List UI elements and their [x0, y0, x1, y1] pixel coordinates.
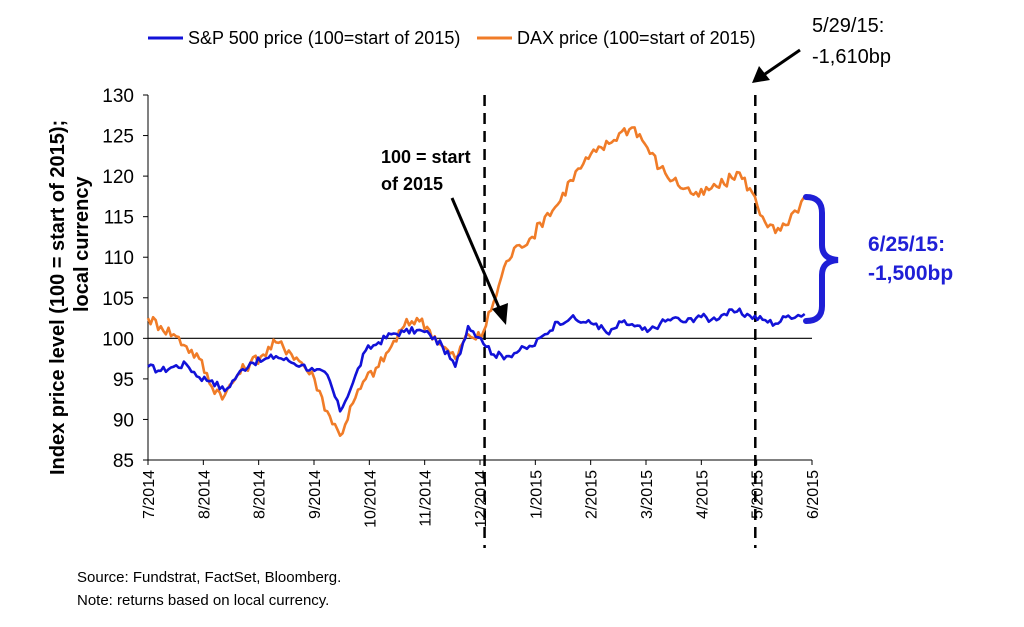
x-tick-label: 8/2014: [196, 470, 213, 519]
y-axis-label-line1: Index price level (100 = start of 2015);: [47, 120, 69, 475]
y-tick-label: 120: [102, 167, 134, 188]
annotation-layer: 100 = start of 2015 5/29/15: -1,610bp 6/…: [381, 15, 953, 325]
x-tick-label: 9/2014: [307, 470, 324, 519]
may-label-line2: -1,610bp: [812, 46, 891, 68]
x-tick-label: 2/2015: [584, 470, 601, 519]
source-note: Source: Fundstrat, FactSet, Bloomberg.: [77, 569, 341, 586]
y-tick-label: 100: [102, 329, 134, 350]
x-tick-label: 10/2014: [362, 470, 379, 528]
y-tick-label: 105: [102, 289, 134, 310]
x-tick-label: 3/2015: [639, 470, 656, 519]
legend-label-dax: DAX price (100=start of 2015): [517, 28, 756, 48]
y-tick-label: 110: [104, 248, 134, 269]
start-2015-label-line1: 100 = start: [381, 147, 471, 167]
y-tick-label: 115: [104, 208, 134, 229]
y-axis-label: Index price level (100 = start of 2015);…: [47, 114, 93, 475]
legend-label-sp500: S&P 500 price (100=start of 2015): [188, 28, 460, 48]
legend: S&P 500 price (100=start of 2015) DAX pr…: [148, 28, 756, 48]
y-tick-label: 85: [113, 451, 134, 472]
y-tick-label: 95: [113, 370, 134, 391]
may-arrow-head: [752, 66, 770, 83]
axes: 85 90 95 100 105 110 115 120 125 130 7/2014 8/2014 8…: [102, 86, 822, 548]
june-label-line1: 6/25/15:: [868, 233, 945, 256]
x-tick-label: 6/2015: [805, 470, 822, 519]
sp500-line: [147, 307, 806, 413]
start-2015-arrow-head: [492, 303, 508, 325]
dax-line: [146, 126, 806, 438]
start-2015-arrow-shaft: [450, 197, 502, 311]
start-2015-label-line2: of 2015: [381, 174, 443, 194]
x-tick-label: 8/2014: [252, 470, 269, 519]
series-layer: [146, 126, 806, 438]
y-tick-label: 130: [102, 86, 134, 107]
x-tick-label: 4/2015: [694, 470, 711, 519]
x-tick-label: 11/2014: [418, 470, 435, 527]
june-brace: [803, 194, 839, 324]
may-arrow-shaft: [764, 48, 801, 76]
currency-note: Note: returns based on local currency.: [77, 592, 329, 609]
y-axis-label-line2: local currency: [71, 175, 93, 312]
x-tick-label: 12/2014: [473, 470, 490, 528]
y-tick-label: 90: [113, 410, 134, 431]
x-tick-label: 5/2015: [750, 470, 767, 519]
june-label-line2: -1,500bp: [868, 262, 953, 285]
may-label-line1: 5/29/15:: [812, 15, 884, 37]
y-tick-label: 125: [102, 127, 134, 148]
x-tick-label: 1/2015: [528, 470, 545, 519]
x-tick-label: 7/2014: [141, 470, 158, 519]
